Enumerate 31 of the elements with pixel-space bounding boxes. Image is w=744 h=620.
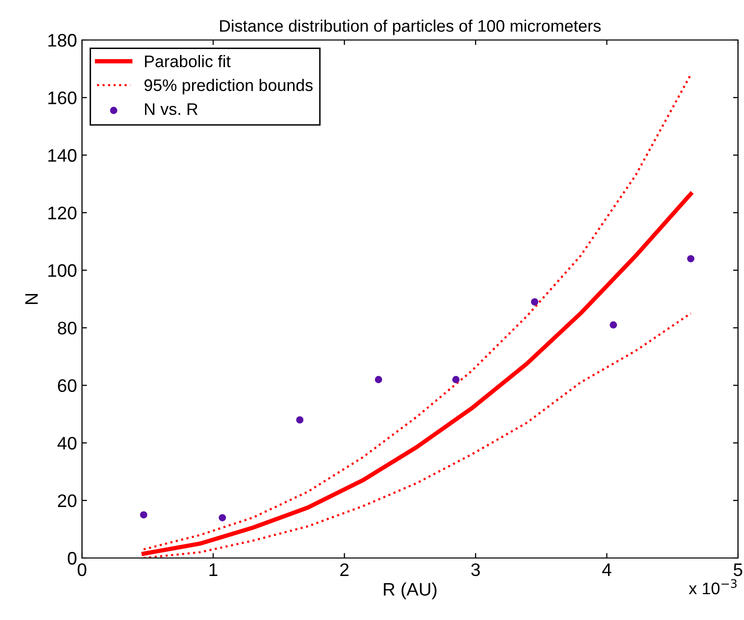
legend-label: N vs. R [145,103,198,115]
text: x 10$^{−3}$ [688,579,737,594]
x-tick-label: 2 [340,563,349,576]
point [531,298,538,306]
y-tick-label: 140 [48,149,76,162]
y-tick-label: 80 [58,322,76,334]
x-tick-label: 5 [734,564,742,576]
point [140,511,148,518]
point [296,416,304,424]
x-tick-label: 1 [210,564,218,576]
x-axis-title: R (AU) [384,582,436,600]
chart-title: Distance distribution of particles of 100 micrometers [220,20,601,36]
y-tick-label: 120 [48,206,76,220]
y-tick-label: 40 [57,436,76,450]
y-tick-label: 180 [48,34,76,47]
x-tick-label: 0 [78,563,86,576]
point [452,376,460,384]
point [687,255,694,262]
point [218,514,226,522]
x-tick-label: 4 [602,564,612,576]
y-tick-label: 100 [48,264,76,277]
y-tick-label: 60 [58,379,76,392]
y-tick-label: 160 [48,91,76,104]
y-tick-label: 20 [58,494,76,508]
x-tick-label: 3 [471,563,480,576]
point [610,321,617,329]
legend-label: Parabolic fit [145,55,231,68]
point [374,376,382,384]
legend-label: 95% prediction bounds [144,78,313,94]
y-axis-title: N [25,294,38,304]
y-tick-label: 0 [68,552,76,565]
